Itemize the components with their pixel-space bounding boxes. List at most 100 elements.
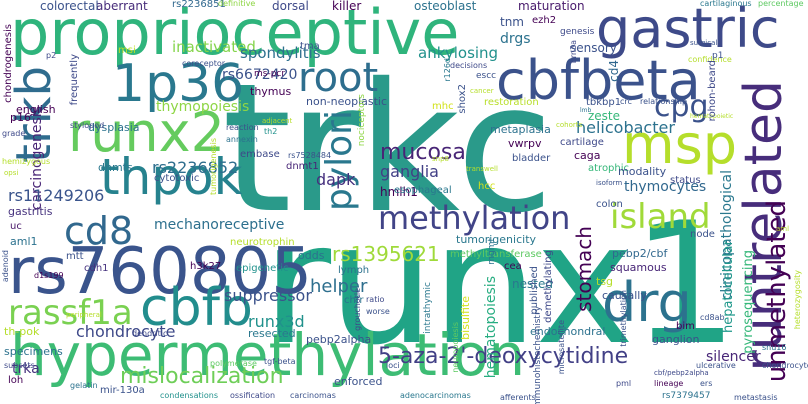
cloud-word: tumorigenicity [456, 233, 537, 246]
cloud-word: mgmt [487, 238, 497, 265]
cloud-word: aml [776, 225, 790, 233]
cloud-word: cea [504, 261, 522, 272]
cloud-word: chfr [344, 295, 364, 306]
cloud-word: mir-130a [100, 385, 145, 396]
cloud-word: cohorts [556, 121, 583, 129]
cloud-word: percentage [758, 0, 804, 8]
cloud-word: odds [298, 249, 325, 262]
cloud-word: neurotrophin [230, 237, 295, 248]
cloud-word: rs11249206 [8, 186, 105, 205]
cloud-word: msi [118, 45, 136, 56]
cloud-word: immunohistochemistry [533, 306, 543, 404]
cloud-word: cbf/pebp2alpha [654, 369, 709, 377]
cloud-word: subsets [4, 361, 35, 370]
cloud-word: p16 [10, 111, 31, 124]
cloud-word: ms-pcr [254, 69, 286, 79]
cloud-word: neuropoiesis [451, 322, 460, 373]
cloud-word: squamous [610, 261, 667, 274]
cloud-word: cd4 [607, 60, 621, 82]
cloud-word: maturation [518, 0, 585, 13]
cloud-word: loci [386, 361, 400, 370]
cloud-word: adjacent [262, 117, 293, 125]
cloud-word: status [670, 175, 701, 186]
cloud-word: opsi [4, 169, 19, 177]
cloud-word: thymopoiesis [156, 99, 250, 115]
cloud-word: th2 [264, 127, 278, 136]
cloud-word: hcc [478, 181, 496, 192]
cloud-word: killer [332, 0, 362, 13]
cloud-word: loh [8, 375, 24, 386]
cloud-word: trka [12, 361, 40, 377]
cloud-word: cd8 [64, 209, 134, 253]
cloud-word: inactivated [172, 38, 256, 56]
cloud-word: gastritis [8, 205, 53, 218]
cloud-word: colon [596, 199, 623, 210]
cloud-word: msp [622, 113, 738, 176]
cloud-word: rs7379457 [662, 391, 711, 401]
cloud-word: intrathymic [423, 282, 433, 334]
cloud-word: rassf1a [8, 293, 133, 333]
cloud-word: hematopoiesis [483, 276, 499, 379]
cloud-word: rs760805 [8, 235, 312, 309]
cloud-word: cbfb [140, 278, 253, 338]
cloud-word: reaction [226, 123, 259, 132]
cloud-word: island [610, 197, 711, 237]
cloud-word: pyrosequencing [741, 250, 756, 354]
cloud-word: ganglion [652, 333, 700, 346]
cloud-word: drgs [500, 31, 531, 47]
cloud-word: lymph [338, 265, 370, 276]
cloud-word: afferents [500, 393, 536, 402]
cloud-word: hmlh1 [380, 185, 418, 199]
cloud-word: runx3d [248, 312, 305, 331]
cloud-word: rs2236851 [172, 0, 226, 10]
cloud-word: metaplasia [490, 123, 551, 136]
cloud-word: rohon-beard [707, 60, 718, 122]
cloud-word: zeste [588, 109, 621, 123]
cloud-word: dnmts [98, 161, 133, 174]
cloud-word: rs1395621 [332, 242, 440, 266]
cloud-word: bim [676, 321, 695, 332]
cloud-word: methyltransferase [450, 249, 542, 260]
cloud-word: caga [574, 149, 601, 162]
cloud-word: mhc [432, 101, 454, 112]
cloud-word: pebp2/cbf [612, 247, 668, 260]
cloud-word: helicobacter [576, 118, 675, 137]
cloud-word: cbfbeta [496, 49, 701, 112]
cloud-word: genesis [560, 27, 595, 37]
cloud-word: grouchotle [353, 288, 362, 331]
cloud-word: surgical [690, 39, 718, 47]
cloud-word: dendritic [132, 329, 168, 338]
cloud-word: gastric [596, 0, 780, 60]
cloud-word: lmb [580, 107, 592, 114]
cloud-word: brn3a [569, 40, 578, 64]
cloud-word: definitive [218, 0, 256, 8]
cloud-word: 5-aza-2'-deoxycytidine [378, 344, 629, 369]
cloud-word: drg [602, 271, 692, 334]
cloud-word: adenoid [1, 250, 10, 283]
cloud-word: dorsal [272, 0, 309, 13]
cloud-word: ezh2 [532, 15, 557, 26]
cloud-word: hypermethylation [10, 321, 526, 389]
cloud-word: atrophic [588, 163, 630, 174]
cloud-word: uc [10, 221, 22, 232]
cloud-word: h3k27 [190, 261, 222, 272]
cloud-word: confidence [688, 55, 732, 64]
cloud-word: sensory [570, 41, 617, 55]
cloud-word: snp8 [432, 155, 449, 163]
cloud-word: transwell [466, 165, 498, 173]
cloud-word: specimens [4, 345, 63, 358]
cloud-word: restoration [484, 97, 539, 108]
cloud-word: dnmt1 [286, 161, 319, 172]
cloud-word: worse [366, 307, 390, 316]
cloud-word: aml1 [10, 235, 38, 248]
cloud-word: chondrogenesis [3, 24, 14, 103]
cloud-word: bisulfite [459, 296, 472, 340]
cloud-word: coreceptor [182, 59, 226, 68]
cloud-word: rs6672420 [222, 67, 298, 83]
cloud-word: colorectal [40, 0, 99, 13]
cloud-word: nested [512, 277, 553, 291]
cloud-word: suppressor [224, 286, 312, 305]
cloud-word: trimethylation [619, 290, 628, 347]
cloud-word: tnm [500, 15, 524, 29]
cloud-word: chondrocytes [762, 361, 808, 370]
